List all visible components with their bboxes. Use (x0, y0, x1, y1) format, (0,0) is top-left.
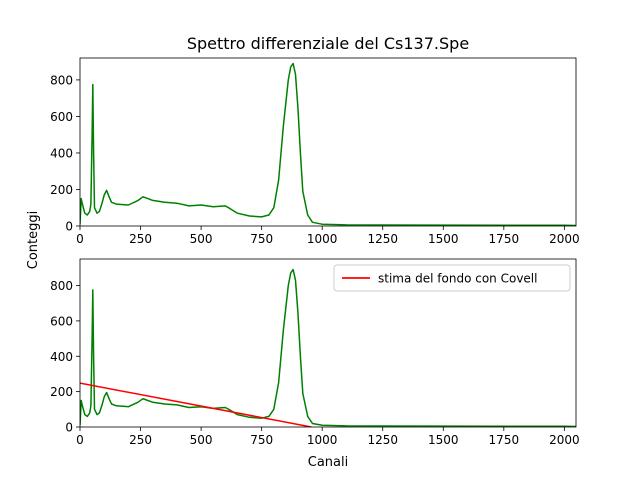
axes-frame (79, 258, 577, 428)
y-tick-label: 600 (50, 110, 73, 124)
series-line-1 (80, 62, 576, 226)
x-tick-label: 500 (190, 232, 213, 246)
x-tick-label: 0 (76, 433, 84, 447)
y-tick-label: 800 (50, 73, 73, 87)
y-tick-label: 800 (50, 279, 73, 293)
x-tick-label: 1750 (489, 433, 520, 447)
panel-2: 0 250 500 750 1000 1250 1500 1750 2000 0 200 400 600… (50, 258, 580, 447)
x-tick-label: 1000 (307, 433, 338, 447)
x-tick-label: 2000 (549, 232, 580, 246)
series-line-2 (80, 382, 312, 427)
x-tick-label: 750 (250, 232, 273, 246)
x-tick-label: 1250 (367, 433, 398, 447)
x-tick-label: 1500 (428, 232, 459, 246)
y-tick-label: 200 (50, 183, 73, 197)
x-axis-label: Canali (308, 455, 348, 470)
x-tick-label: 1750 (489, 232, 520, 246)
x-tick-label: 750 (250, 433, 273, 447)
legend-box (333, 264, 571, 292)
series-line-1 (80, 268, 576, 427)
x-tick-label: 1500 (428, 433, 459, 447)
y-tick-label: 400 (50, 350, 73, 364)
panel-1: 0 250 500 750 1000 1250 1500 1750 2000 0 200 400 600… (50, 57, 580, 246)
y-tick-label: 600 (50, 314, 73, 328)
x-tick-label: 250 (129, 433, 152, 447)
x-tick-label: 250 (129, 232, 152, 246)
y-tick-label: 0 (65, 220, 73, 234)
axes-frame (79, 57, 577, 227)
chart-title: Spettro differenziale del Cs137.Spe (187, 34, 469, 53)
y-tick-label: 0 (65, 421, 73, 435)
y-tick-label: 200 (50, 385, 73, 399)
x-tick-label: 500 (190, 433, 213, 447)
legend-label: stima del fondo con Covell (378, 272, 537, 286)
x-tick-label: 1000 (307, 232, 338, 246)
x-tick-label: 0 (76, 232, 84, 246)
y-tick-label: 400 (50, 146, 73, 160)
y-axis-label: Conteggi (26, 211, 41, 269)
x-tick-label: 2000 (549, 433, 580, 447)
x-tick-label: 1250 (367, 232, 398, 246)
